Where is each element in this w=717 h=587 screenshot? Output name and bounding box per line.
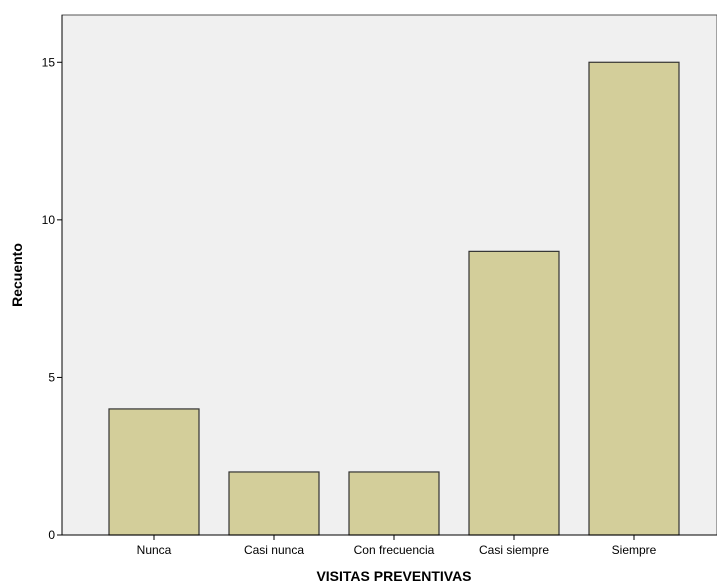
y-tick-label: 0 — [48, 528, 55, 542]
y-tick-label: 10 — [42, 213, 56, 227]
bar-nunca — [108, 408, 200, 536]
bars-group — [108, 61, 680, 536]
x-tick-label: Nunca — [137, 543, 172, 557]
x-tick-label: Siempre — [612, 543, 657, 557]
bar-casi-siempre — [468, 250, 560, 536]
bar-casi-nunca — [228, 471, 320, 536]
x-tick-label: Casi nunca — [244, 543, 304, 557]
x-tick-label: Con frecuencia — [354, 543, 435, 557]
x-tick-label: Casi siempre — [479, 543, 549, 557]
y-tick-label: 5 — [48, 370, 55, 384]
y-axis-title: Recuento — [9, 243, 25, 307]
x-ticks-group: Nunca Casi nunca Con frecuencia Casi siempr… — [137, 535, 657, 557]
bar-con-frecuencia — [348, 471, 440, 536]
y-ticks-group: 0 5 10 15 — [42, 55, 62, 542]
bar-siempre — [588, 61, 680, 536]
x-axis-title: VISITAS PREVENTIVAS — [316, 568, 471, 584]
y-tick-label: 15 — [42, 55, 56, 69]
